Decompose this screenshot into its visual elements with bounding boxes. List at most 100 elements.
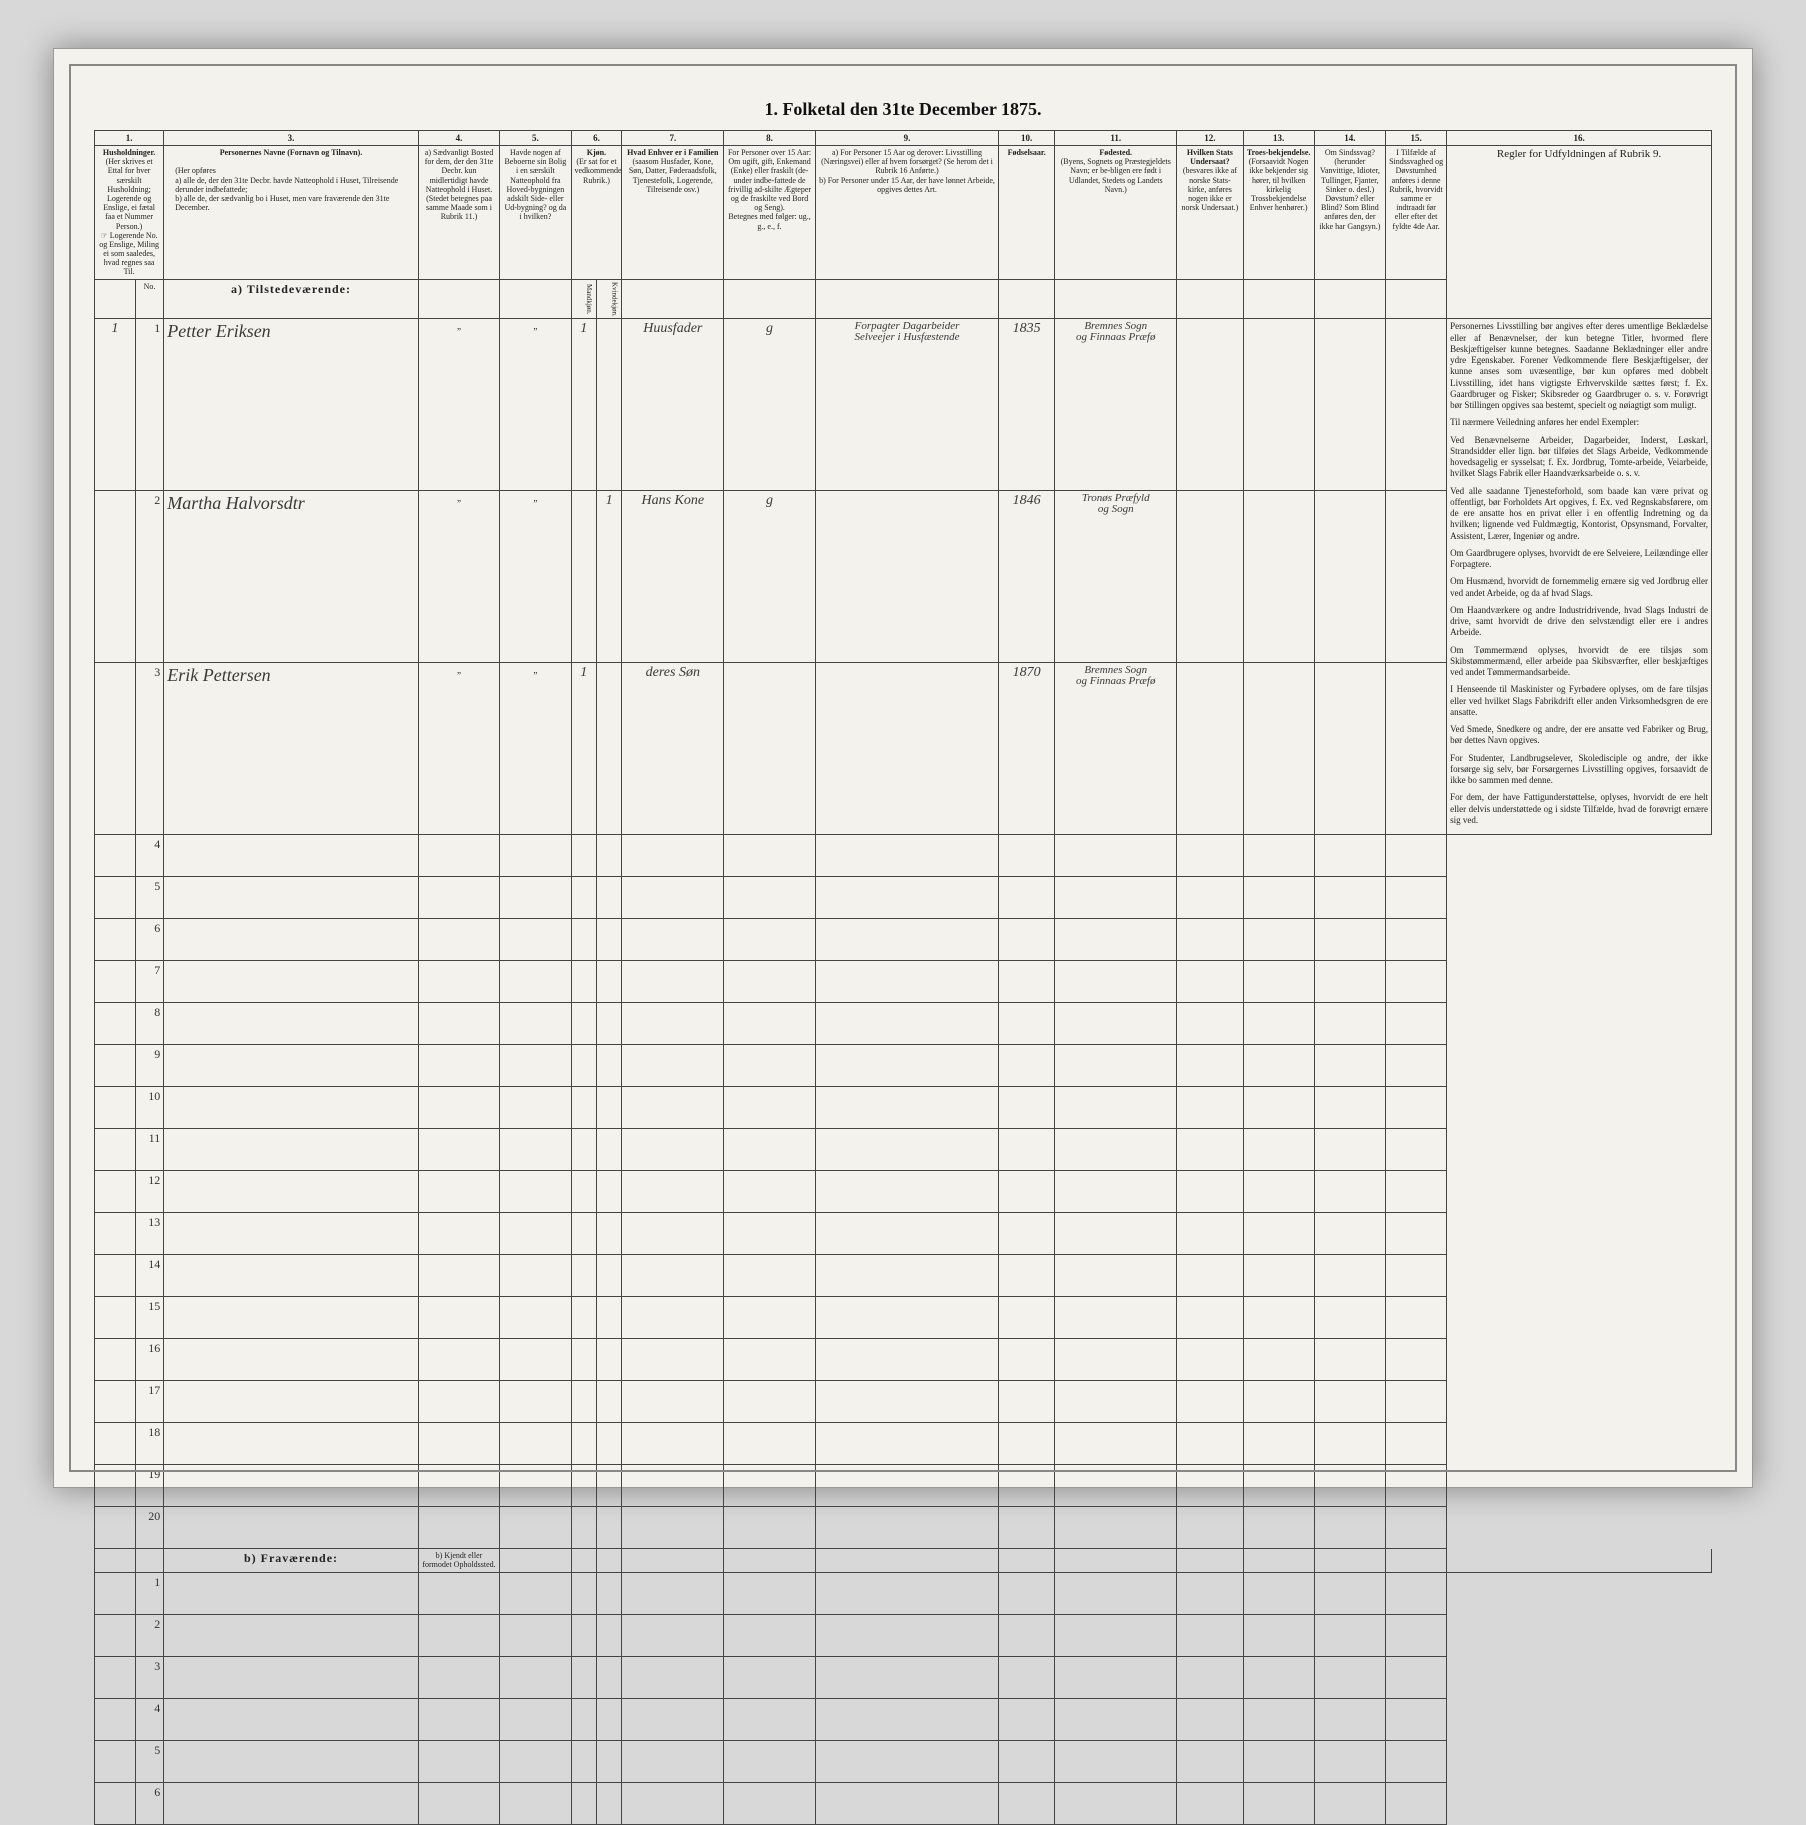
section-absent: b) Fraværende: — [164, 1549, 419, 1572]
table-row: 1 — [95, 1572, 1712, 1614]
person-name: Petter Eriksen — [164, 319, 419, 491]
table-row: 3 — [95, 1656, 1712, 1698]
hdr-text: Hvad Enhver er i Familien — [627, 148, 718, 157]
table-row: 11Petter Eriksen„„1HuusfadergForpagter D… — [95, 319, 1712, 491]
row-no: 19 — [135, 1465, 164, 1507]
table-row: 9 — [95, 1045, 1712, 1087]
row-no: 15 — [135, 1297, 164, 1339]
hdr-text: Fødselsaar. — [1008, 148, 1046, 157]
sex-male: 1 — [571, 663, 596, 835]
family-role: Huusfader — [622, 319, 724, 491]
person-name: Erik Pettersen — [164, 663, 419, 835]
hdr-disability: Om Sindssvag? (herunder Vanvittige, Idio… — [1314, 146, 1385, 280]
row-no: 17 — [135, 1381, 164, 1423]
absent-section-row: b) Fraværende: b) Kjendt eller formodet … — [95, 1549, 1712, 1572]
family-role: Hans Kone — [622, 491, 724, 663]
hdr-no: No. — [135, 279, 164, 319]
hdr-female: Kvindekjøn. — [596, 279, 621, 319]
hdr-text: For Personer over 15 Aar: Om ugift, gift… — [728, 148, 811, 212]
disability — [1314, 319, 1385, 491]
row-no: 1 — [135, 1572, 164, 1614]
row-no: 14 — [135, 1255, 164, 1297]
religion — [1243, 319, 1314, 491]
hdr-sub: Betegnes med følger: ug., g., e., f. — [728, 212, 810, 230]
hdr-occupation: a) For Personer 15 Aar og derover: Livss… — [815, 146, 998, 280]
disability-age — [1386, 663, 1447, 835]
hdr-instructions-col: Regler for Udfyldningen af Rubrik 9. — [1447, 146, 1712, 319]
occupation — [815, 491, 998, 663]
census-form-page: 1. Folketal den 31te December 1875. 1. 2… — [53, 48, 1753, 1488]
building: „ — [500, 663, 571, 835]
table-row: 4 — [95, 835, 1712, 877]
person-name: Martha Halvorsdtr — [164, 491, 419, 663]
table-row: 13 — [95, 1213, 1712, 1255]
household-no — [95, 491, 136, 663]
row-no: 10 — [135, 1087, 164, 1129]
colnum: 4. — [418, 131, 499, 146]
hdr-names: Personernes Navne (Fornavn og Tilnavn). … — [164, 146, 419, 280]
page-title: 1. Folketal den 31te December 1875. — [94, 99, 1712, 120]
disability-age — [1386, 491, 1447, 663]
colnum: 5. — [500, 131, 571, 146]
instructions-title: Regler for Udfyldningen af Rubrik 9. — [1450, 148, 1708, 161]
disability — [1314, 491, 1385, 663]
colnum: 1. — [95, 131, 164, 146]
hdr-text: Fødested. — [1099, 148, 1132, 157]
hdr-religion: Troes-bekjendelse. (Forsaavidt Nogen ikk… — [1243, 146, 1314, 280]
colnum: 7. — [622, 131, 724, 146]
religion — [1243, 491, 1314, 663]
row-no: 6 — [135, 1782, 164, 1824]
marital: g — [724, 491, 816, 663]
hdr-birthplace: Fødested. (Byens, Sognets og Præstegjeld… — [1055, 146, 1177, 280]
table-row: 17 — [95, 1381, 1712, 1423]
row-no: 4 — [135, 835, 164, 877]
building: „ — [500, 491, 571, 663]
absent-col4: b) Kjendt eller formodet Opholdssted. — [418, 1549, 499, 1572]
table-row: 15 — [95, 1297, 1712, 1339]
sex-female — [596, 319, 621, 491]
marital — [724, 663, 816, 835]
blank-present-ras: 4567891011121314151617181920 — [95, 835, 1712, 1549]
colnum: 3. — [164, 131, 419, 146]
column-number-row: 1. 2. 3. 4. 5. 6. 7. 8. 9. 10. 11. 12. 1… — [95, 131, 1712, 146]
row-no: 2 — [135, 491, 164, 663]
instructions-continued — [1447, 1549, 1712, 1572]
hdr-sub: (saasom Husfader, Kone, Søn, Datter, Fød… — [629, 157, 717, 194]
hdr-male: Mandkjøn. — [571, 279, 596, 319]
table-row: 12 — [95, 1171, 1712, 1213]
present-rows: 11Petter Eriksen„„1HuusfadergForpagter D… — [95, 319, 1712, 835]
row-no: 20 — [135, 1507, 164, 1549]
colnum: 9. — [815, 131, 998, 146]
colnum: 6. — [571, 131, 622, 146]
row-no: 1 — [135, 319, 164, 491]
colnum: 14. — [1314, 131, 1385, 146]
disability — [1314, 663, 1385, 835]
colnum: 16. — [1447, 131, 1712, 146]
header-row: Husholdninger. (Her skrives et Ettal for… — [95, 146, 1712, 280]
section-present: a) Tilstedeværende: — [164, 279, 419, 319]
hdr-sub: (Her opføres a) alle de, der den 31te De… — [167, 166, 415, 212]
family-role: deres Søn — [622, 663, 724, 835]
row-no: 2 — [135, 1614, 164, 1656]
hdr-building: Havde nogen af Beboerne sin Bolig i en s… — [500, 146, 571, 280]
blank-absent-rows: 123456 — [95, 1572, 1712, 1824]
table-row: 11 — [95, 1129, 1712, 1171]
hdr-residence: a) Sædvanligt Bosted for dem, der den 31… — [418, 146, 499, 280]
table-row: 2 — [95, 1614, 1712, 1656]
hdr-sex: Kjøn. (Er sat for et vedkommende Rubrik.… — [571, 146, 622, 280]
hdr-text: a) Sædvanligt Bosted for dem, der den 31… — [425, 148, 494, 194]
colnum: 8. — [724, 131, 816, 146]
sex-female: 1 — [596, 491, 621, 663]
colnum: 15. — [1386, 131, 1447, 146]
colnum: 10. — [999, 131, 1055, 146]
table-row: 19 — [95, 1465, 1712, 1507]
hdr-disability-age: I Tilfælde af Sindssvaghed og Døvstumhed… — [1386, 146, 1447, 280]
row-no: 3 — [135, 663, 164, 835]
sex-male: 1 — [571, 319, 596, 491]
hdr-text: Hvilken Stats Undersaat? — [1187, 148, 1233, 166]
religion — [1243, 663, 1314, 835]
residence: „ — [418, 319, 499, 491]
nationality — [1177, 663, 1243, 835]
hdr-marital: For Personer over 15 Aar: Om ugift, gift… — [724, 146, 816, 280]
hdr-sub: (besvares ikke af norske Stats-kirke, an… — [1181, 166, 1238, 212]
